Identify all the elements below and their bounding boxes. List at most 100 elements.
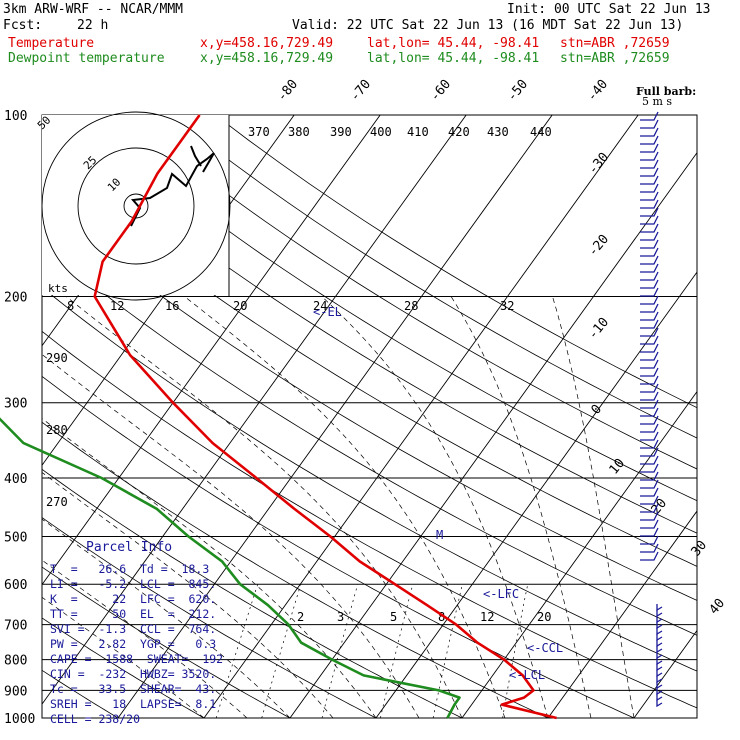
wind-units-value: 5 m s bbox=[642, 95, 672, 108]
wind-barb bbox=[656, 604, 663, 612]
wind-barb bbox=[640, 231, 659, 241]
wind-barb bbox=[656, 670, 663, 678]
wind-barb bbox=[640, 447, 659, 457]
level-annotation: <-CCL bbox=[527, 641, 563, 655]
plot-frame bbox=[41, 114, 698, 719]
isotherm-label: -50 bbox=[505, 77, 532, 105]
isotherm-line bbox=[375, 271, 697, 718]
wind-barb bbox=[640, 215, 659, 225]
wind-barb bbox=[640, 223, 659, 233]
mixing-ratio-label: 12 bbox=[480, 610, 494, 624]
level-annotation: <-LFC bbox=[483, 587, 519, 601]
temperature-legend-label: Temperature bbox=[8, 36, 95, 51]
wind-barb bbox=[640, 127, 659, 137]
wind-barb bbox=[640, 495, 659, 505]
wind-barb bbox=[640, 487, 659, 497]
isotherm-label: -40 bbox=[585, 77, 612, 105]
dry-adiabat bbox=[42, 201, 697, 601]
dewpoint-legend-xy: x,y=458.16,729.49 bbox=[200, 51, 334, 66]
hodograph-ring bbox=[41, 111, 231, 301]
wind-barb bbox=[640, 511, 659, 521]
isobar-label: 700 bbox=[4, 619, 27, 634]
parcel-info-title: Parcel Info bbox=[86, 540, 173, 555]
mixing-ratio-line bbox=[502, 584, 529, 718]
dry-adiabat bbox=[42, 375, 635, 718]
mixing-ratio-label: 3 bbox=[337, 610, 344, 624]
wind-barb bbox=[640, 239, 659, 249]
moist-adiabat bbox=[321, 296, 549, 718]
wind-barb bbox=[640, 295, 659, 305]
mixing-ratio-line bbox=[380, 584, 414, 718]
isobar-label: 300 bbox=[4, 397, 27, 412]
wind-barb bbox=[640, 543, 659, 553]
isotherm-line bbox=[547, 510, 697, 718]
theta-label: 440 bbox=[530, 125, 552, 139]
wind-barb bbox=[640, 423, 659, 433]
theta-label: 280 bbox=[46, 423, 68, 437]
wind-barb bbox=[640, 503, 659, 513]
dewpoint-legend-stn: stn=ABR ,72659 bbox=[560, 51, 670, 66]
wind-barb bbox=[640, 471, 659, 481]
wind-barb bbox=[640, 143, 659, 153]
wind-barb bbox=[640, 551, 659, 561]
parcel-info-row: T = 26.6 Td = 18.3 bbox=[50, 562, 210, 576]
theta-label: 390 bbox=[330, 125, 352, 139]
isotherm-line bbox=[42, 115, 295, 466]
isotherm-label: 20 bbox=[649, 496, 671, 518]
dry-adiabat bbox=[42, 159, 697, 567]
parcel-info-row: LI = -5.2 LCL = 845. bbox=[50, 577, 217, 591]
level-annotation: <-EL bbox=[313, 305, 342, 319]
dry-adiabat bbox=[42, 330, 697, 709]
hodograph-scale-label: 20 bbox=[233, 299, 247, 313]
parcel-info-panel: Parcel Info T = 26.6 Td = 18.3 LI = -5.2… bbox=[50, 536, 230, 736]
dry-adiabat bbox=[42, 286, 697, 672]
wind-barb bbox=[640, 327, 659, 337]
isotherm-label: 0 bbox=[589, 402, 606, 418]
dewpoint-line bbox=[0, 417, 461, 719]
moist-adiabat bbox=[184, 296, 506, 718]
fcst-label: Fcst: bbox=[3, 18, 43, 33]
wind-barb bbox=[656, 616, 663, 624]
theta-label: 370 bbox=[248, 125, 270, 139]
plot-area bbox=[42, 87, 740, 730]
wind-barb bbox=[640, 167, 659, 177]
wind-barb bbox=[640, 359, 659, 369]
temperature-legend-xy: x,y=458.16,729.49 bbox=[200, 36, 334, 51]
dry-adiabat bbox=[42, 669, 119, 718]
dry-adiabat bbox=[42, 118, 697, 534]
wind-barb bbox=[640, 207, 659, 217]
isotherm-label: 30 bbox=[689, 538, 711, 560]
wind-barb bbox=[656, 628, 663, 636]
hodograph-scale-label: 16 bbox=[165, 299, 179, 313]
wind-barb bbox=[640, 119, 659, 129]
mixing-ratio-label: 5 bbox=[390, 610, 397, 624]
wind-units-label: Full barb: bbox=[636, 85, 696, 98]
parcel-info-row: K = 22 LFC = 620. bbox=[50, 592, 217, 606]
isotherm-label: -30 bbox=[586, 150, 613, 178]
wind-barb bbox=[640, 159, 659, 169]
isotherm-line bbox=[711, 87, 740, 730]
wind-barb bbox=[640, 247, 659, 257]
dry-adiabat bbox=[215, 115, 697, 409]
hodograph-scale-label: 28 bbox=[404, 299, 418, 313]
wind-barb bbox=[640, 351, 659, 361]
hodograph-ring bbox=[77, 147, 195, 265]
wind-barb bbox=[640, 383, 659, 393]
parcel-info-row: SREH = 18 LAPSE= 8.1 bbox=[50, 697, 217, 711]
level-annotation: <-LCL bbox=[509, 668, 545, 682]
hodograph-trace bbox=[130, 145, 215, 227]
moist-adiabat bbox=[65, 296, 463, 718]
wind-barb bbox=[640, 431, 659, 441]
valid-time: Valid: 22 UTC Sat 22 Jun 13 (16 MDT Sat … bbox=[292, 18, 684, 33]
wind-barb bbox=[656, 652, 663, 660]
wind-barb bbox=[640, 279, 659, 289]
mixing-ratio-line bbox=[215, 584, 259, 718]
wind-barb bbox=[640, 151, 659, 161]
isotherm-line bbox=[289, 151, 697, 718]
wind-barb bbox=[656, 634, 663, 642]
parcel-info-row: Tc = 33.5 SHEAR= 43. bbox=[50, 682, 217, 696]
moist-adiabat bbox=[552, 296, 635, 718]
theta-label: 270 bbox=[46, 495, 68, 509]
mixing-ratio-line bbox=[321, 584, 359, 718]
